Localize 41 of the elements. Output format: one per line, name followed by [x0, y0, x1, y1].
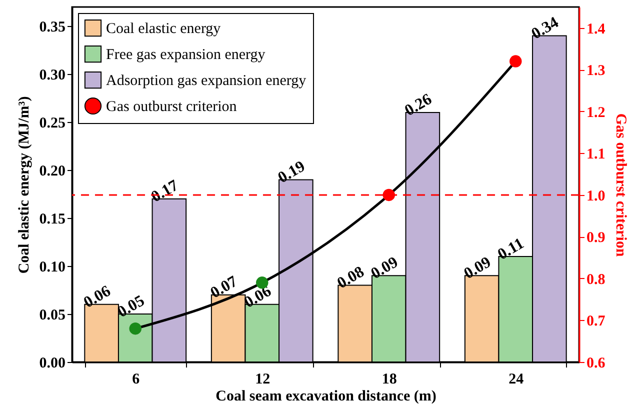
legend-label: Free gas expansion energy: [106, 47, 266, 63]
legend-label: Gas outburst criterion: [106, 99, 238, 115]
data-label: 0.08: [334, 264, 368, 292]
x-axis-title: Coal seam excavation distance (m): [216, 388, 436, 404]
data-label: 0.11: [495, 235, 527, 264]
y-tick-label: 0.35: [39, 20, 66, 36]
x-tick-label: 24: [508, 372, 524, 388]
data-label: 0.05: [114, 292, 148, 322]
data-label: 0.26: [402, 90, 435, 120]
y-tick-label: 0.15: [39, 212, 66, 228]
x-tick-label: 12: [255, 372, 270, 388]
data-label: 0.09: [461, 254, 494, 283]
x-tick-label: 6: [132, 372, 140, 388]
y-tick-label: 0.25: [39, 116, 66, 132]
data-label: 0.34: [528, 14, 562, 43]
y2-tick-label: 0.9: [586, 230, 606, 246]
y-tick-label: 0.00: [39, 356, 66, 372]
y2-tick-label: 1.2: [586, 104, 606, 121]
data-label: 0.06: [80, 282, 114, 312]
y-tick-label: 0.20: [39, 164, 66, 180]
y-axis-title: Coal elastic energy (MJ/m³): [16, 96, 32, 274]
y2-tick-label: 1.1: [586, 146, 606, 163]
y-tick-label: 0.30: [39, 68, 66, 84]
y2-tick-label: 0.7: [586, 314, 606, 330]
y-tick-label: 0.10: [39, 260, 66, 276]
y2-tick-label: 1.0: [586, 188, 606, 204]
point: [510, 55, 522, 68]
point: [129, 322, 142, 335]
y2-tick-label: 1.4: [586, 21, 606, 38]
data-label: 0.09: [368, 254, 401, 283]
data-label: 0.19: [275, 158, 308, 187]
legend-label: Coal elastic energy: [106, 21, 222, 37]
data-label: 0.07: [208, 273, 240, 302]
x-tick-label: 18: [382, 372, 397, 388]
y-tick-label: 0.05: [39, 308, 66, 324]
y2-tick-label: 1.3: [586, 63, 606, 80]
point: [382, 188, 395, 202]
legend-label: Adsorption gas expansion energy: [106, 73, 307, 89]
y2-tick-label: 0.8: [586, 272, 606, 288]
y2-axis-title: Gas outburst criterion: [612, 113, 628, 258]
y2-tick-label: 0.6: [586, 356, 606, 372]
